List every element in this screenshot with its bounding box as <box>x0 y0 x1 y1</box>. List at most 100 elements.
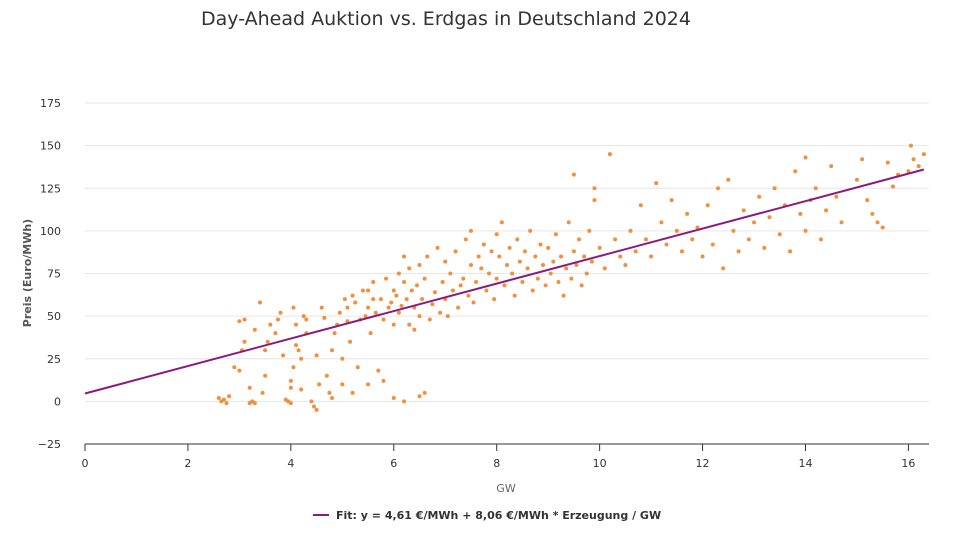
data-point <box>448 271 453 276</box>
data-point <box>461 276 466 281</box>
data-point <box>232 365 237 370</box>
data-point <box>908 143 913 148</box>
data-point <box>314 407 319 412</box>
data-point <box>399 303 404 308</box>
data-point <box>777 232 782 237</box>
data-point <box>440 280 445 285</box>
data-point <box>721 266 726 271</box>
data-point <box>824 208 829 213</box>
data-point <box>736 249 741 254</box>
data-point <box>378 297 383 302</box>
data-point <box>638 203 643 208</box>
data-point <box>242 317 247 322</box>
data-point <box>381 378 386 383</box>
data-point <box>402 254 407 259</box>
data-point <box>384 276 389 281</box>
data-point <box>885 160 890 165</box>
data-point <box>420 297 425 302</box>
data-point <box>921 152 926 157</box>
data-point <box>288 401 293 406</box>
legend[interactable]: Fit: y = 4,61 €/MWh + 8,06 €/MWh * Erzeu… <box>313 509 661 522</box>
data-point <box>690 237 695 242</box>
data-point <box>402 280 407 285</box>
data-point <box>376 368 381 373</box>
data-point <box>582 254 587 259</box>
data-point <box>564 266 569 271</box>
data-point <box>221 397 226 402</box>
data-point <box>216 395 221 400</box>
data-point <box>512 293 517 298</box>
x-tick-label: 8 <box>493 457 500 470</box>
data-point <box>324 373 329 378</box>
data-point <box>312 404 317 409</box>
data-point <box>916 164 921 169</box>
data-point <box>870 211 875 216</box>
data-point <box>762 245 767 250</box>
data-point <box>592 186 597 191</box>
data-point <box>628 228 633 233</box>
data-point <box>757 194 762 199</box>
data-point <box>875 220 880 225</box>
data-point <box>860 157 865 162</box>
data-point <box>268 322 273 327</box>
data-point <box>340 382 345 387</box>
fit-layer <box>84 168 925 395</box>
data-point <box>523 249 528 254</box>
data-point <box>417 394 422 399</box>
y-tick-label: 150 <box>40 140 61 153</box>
chart-title: Day-Ahead Auktion vs. Erdgas in Deutschl… <box>201 8 691 30</box>
y-tick-label: 100 <box>40 225 61 238</box>
data-point <box>767 215 772 220</box>
data-point <box>664 242 669 247</box>
data-point <box>366 305 371 310</box>
data-point <box>530 288 535 293</box>
data-point <box>674 228 679 233</box>
data-point <box>587 228 592 233</box>
data-point <box>492 297 497 302</box>
data-point <box>360 288 365 293</box>
data-point <box>489 249 494 254</box>
grid-lines <box>85 102 929 402</box>
data-point <box>468 262 473 267</box>
data-point <box>528 228 533 233</box>
y-tick-label: −25 <box>38 438 61 451</box>
data-point <box>788 249 793 254</box>
data-point <box>456 305 461 310</box>
data-point <box>463 237 468 242</box>
data-point <box>484 288 489 293</box>
data-point <box>659 220 664 225</box>
data-point <box>813 186 818 191</box>
data-point <box>633 249 638 254</box>
data-point <box>533 254 538 259</box>
data-point <box>275 317 280 322</box>
data-point <box>227 394 232 399</box>
data-point <box>548 271 553 276</box>
y-tick-label: 0 <box>54 395 61 408</box>
data-point <box>559 254 564 259</box>
data-point <box>566 220 571 225</box>
data-point <box>592 198 597 203</box>
data-point <box>494 232 499 237</box>
data-point <box>430 302 435 307</box>
data-point <box>422 276 427 281</box>
data-point <box>643 237 648 242</box>
data-point <box>386 305 391 310</box>
data-point <box>695 225 700 230</box>
data-point <box>350 293 355 298</box>
data-point <box>366 288 371 293</box>
data-point <box>497 254 502 259</box>
data-point <box>402 399 407 404</box>
data-point <box>466 293 471 298</box>
data-point <box>242 339 247 344</box>
data-point <box>507 245 512 250</box>
x-tick-label: 0 <box>82 457 89 470</box>
data-point <box>793 169 798 174</box>
data-point <box>479 266 484 271</box>
data-point <box>705 203 710 208</box>
data-point <box>450 288 455 293</box>
x-tick-label: 2 <box>184 457 191 470</box>
data-point <box>798 211 803 216</box>
data-point <box>577 237 582 242</box>
data-point <box>396 271 401 276</box>
